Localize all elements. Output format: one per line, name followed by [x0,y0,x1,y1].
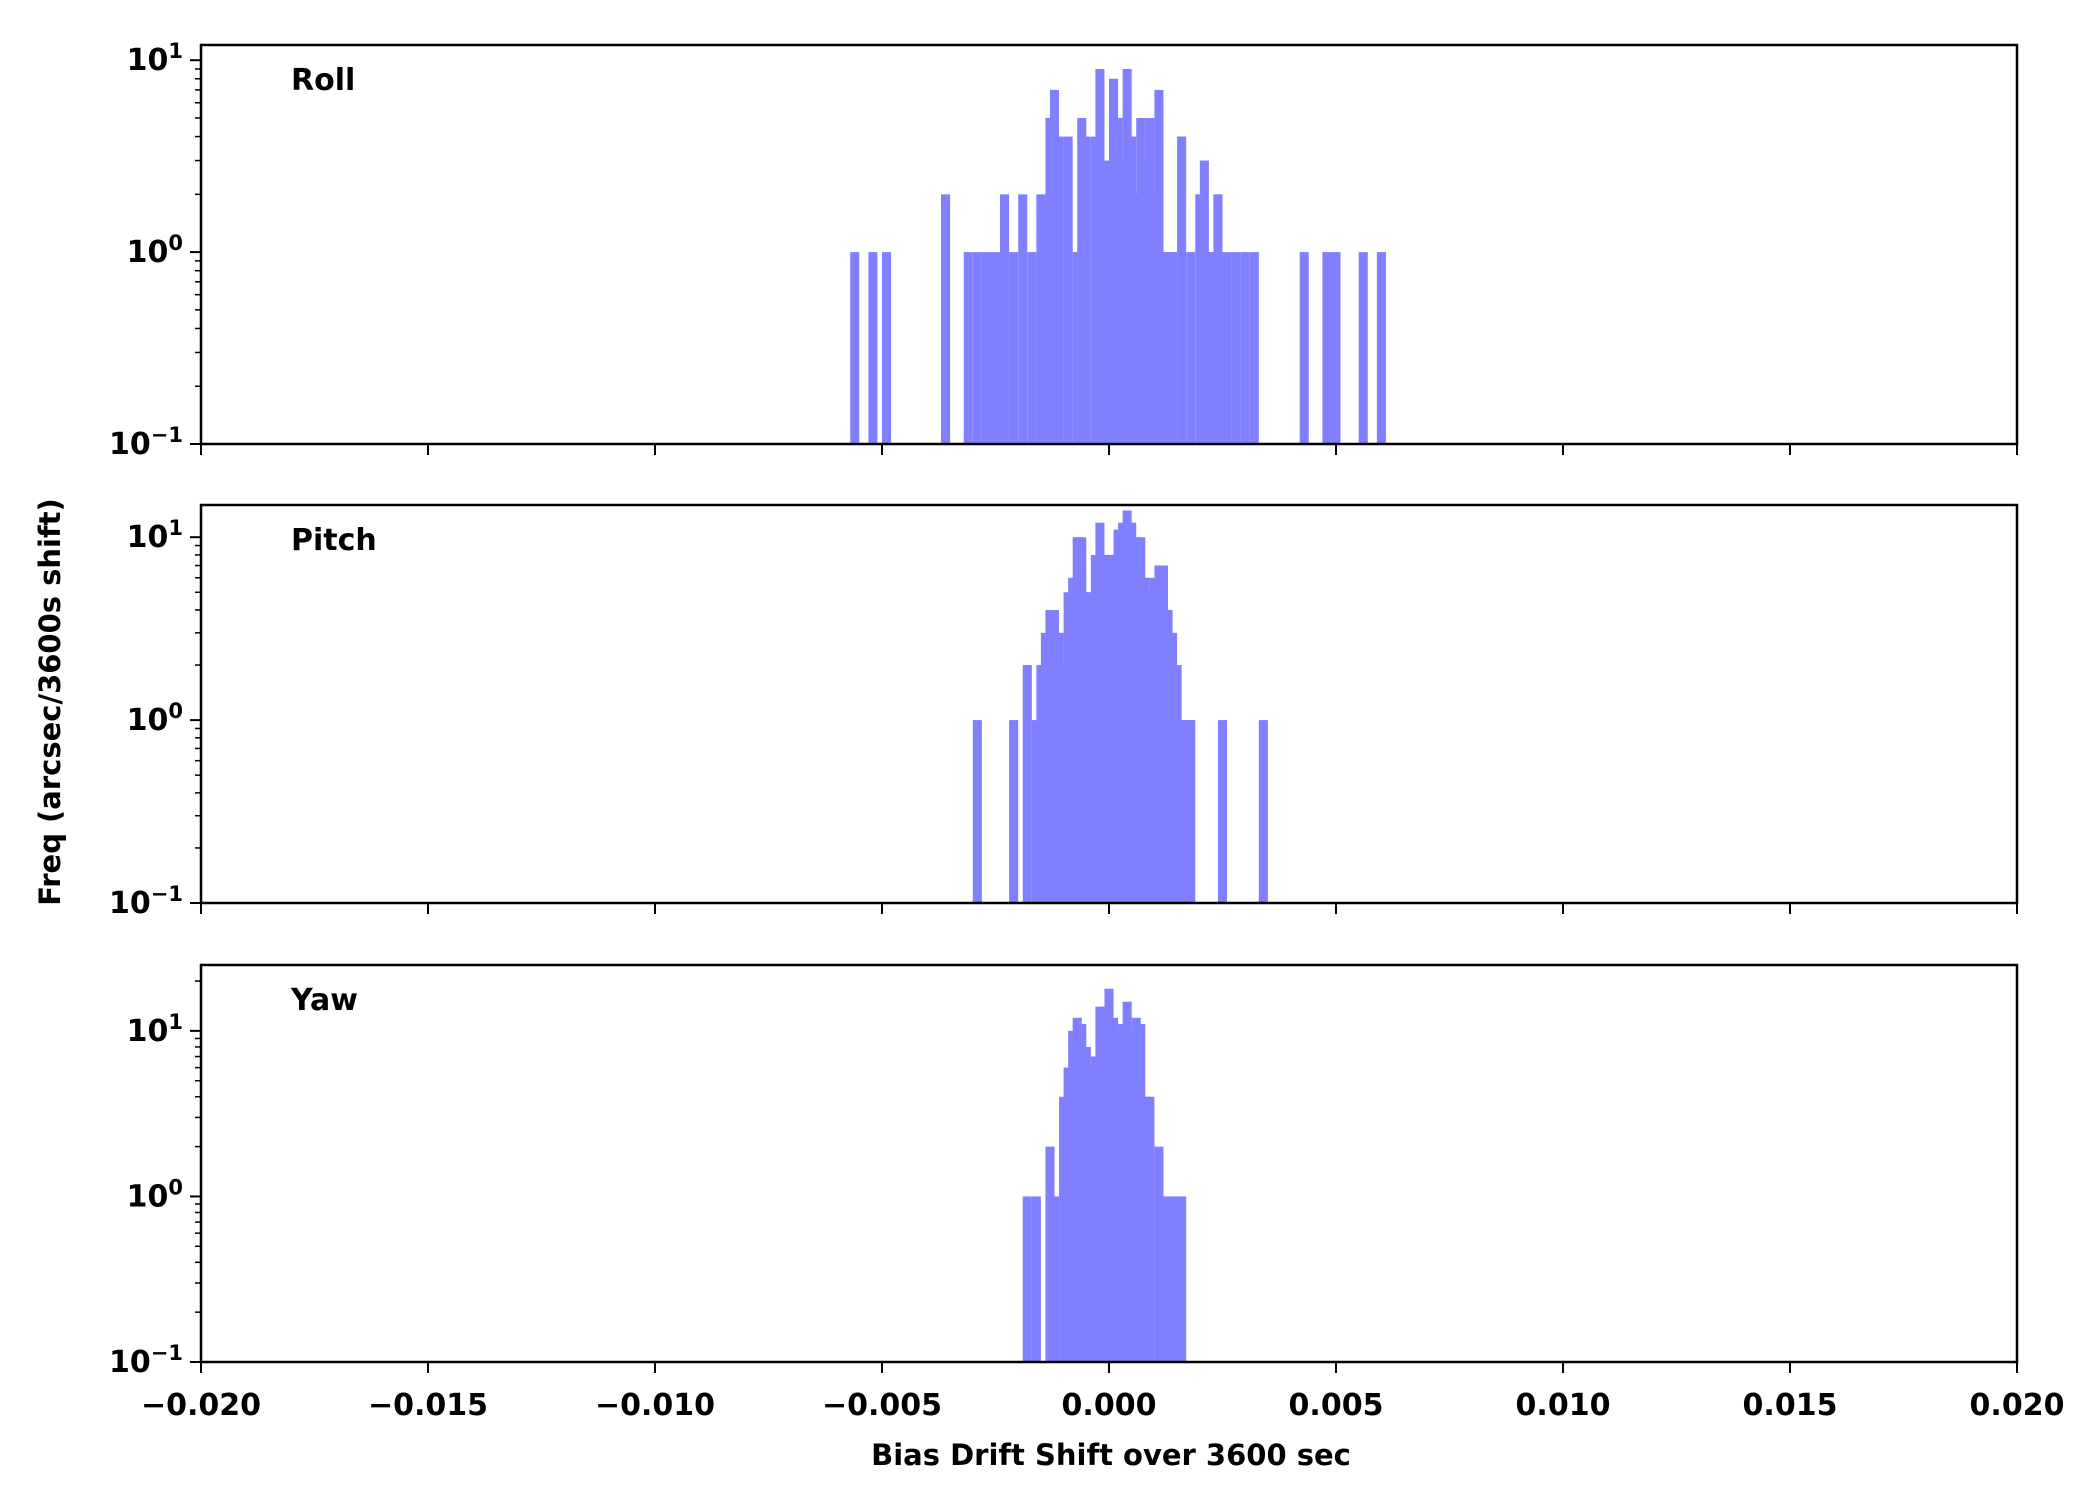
histogram-bar [1081,136,1091,444]
histogram-bar [1009,252,1019,444]
y-tick-label: 100 [127,699,183,738]
histogram-bar [1322,252,1332,444]
histogram-bar [1031,720,1041,903]
histogram-bar [1095,1006,1105,1362]
x-tick-label: 0.000 [1062,1388,1157,1423]
histogram-bar [1177,136,1187,444]
histogram-bar [1000,194,1010,444]
histogram-bar [1099,160,1109,445]
y-axis-label: Freq (arcsec/3600s shift) [33,498,67,905]
histogram-bar [1095,68,1105,444]
x-axis-ticks: −0.020 −0.015 −0.010 −0.005 0.000 0.005 0.010 0… [141,1388,2064,1423]
y-tick-label: 10−1 [109,423,183,462]
histogram-bar [1009,720,1019,903]
panel-roll: 10−1 100 101 Roll [109,39,2019,462]
histogram-bar [1149,577,1159,903]
histogram-bar [1145,592,1155,903]
histogram-bar [1358,252,1368,444]
x-tick-label: −0.020 [141,1388,261,1423]
x-tick-label: −0.010 [595,1388,715,1423]
histogram-bar [1063,136,1073,444]
y-tick-label: 101 [127,1010,183,1049]
histogram-bar [882,252,892,444]
panel-label: Roll [291,63,355,98]
histogram-bar [1208,252,1218,444]
histogram-bar [1186,252,1196,444]
panel-yaw: 10−1 100 101 Yaw [109,963,2019,1380]
histogram-bar [1118,522,1128,903]
panels-group: 10−1 100 101 Roll 10−1 100 101 Pitch 10−1 100 101 Y… [109,39,2019,1380]
histogram-bar [1036,665,1046,903]
histogram-bar [1118,160,1128,445]
histogram-bar [1036,194,1046,444]
x-tick-label: 0.015 [1743,1388,1838,1423]
y-tick-label: 100 [127,231,183,270]
histogram-bar [1090,1056,1100,1362]
histogram-bar [1118,1024,1128,1362]
histogram-bar [1149,194,1159,444]
histogram-bar [1018,194,1028,444]
histogram-bar [972,720,982,903]
x-tick-label: −0.015 [368,1388,488,1423]
y-tick-label: 100 [127,1175,183,1214]
y-tick-label: 101 [127,516,183,555]
histogram-bar [1068,577,1078,903]
histogram-bar [1122,68,1132,444]
histogram-bar [868,252,878,444]
x-axis-label: Bias Drift Shift over 3600 sec [871,1438,1351,1472]
histogram-bar [1022,1196,1032,1362]
histogram-bar [1186,720,1196,903]
histogram-bar [963,252,973,444]
histogram-bar [1122,1001,1132,1362]
histogram-bar [1240,252,1250,444]
histogram-bar [1145,1096,1155,1362]
histogram-bar [1063,592,1073,903]
histogram-bar [1090,554,1100,903]
histogram-bar [981,252,991,444]
histogram-bar [990,252,1001,444]
histogram-bar [850,252,860,444]
histogram-bar [1217,720,1228,903]
histogram-bar [1031,1196,1041,1362]
histogram-bar [941,194,951,444]
histogram-bar [1376,252,1386,444]
y-tick-label: 101 [127,39,183,78]
histogram-bar [1213,194,1223,444]
histogram-bar [1177,720,1187,903]
panel-label: Yaw [290,983,358,1018]
histogram-bar [1231,252,1241,444]
histogram-bar [1331,252,1341,444]
histogram-bar [1181,720,1191,903]
x-tick-label: 0.020 [1970,1388,2065,1423]
histogram-bar [1299,252,1309,444]
histogram-bar [1063,1067,1073,1362]
histogram-bar [1258,720,1268,903]
histogram-bar [1090,136,1100,444]
histogram-bar [1222,252,1232,444]
histogram-bar [1049,1196,1060,1362]
panel-pitch: 10−1 100 101 Pitch [109,503,2019,921]
histogram-bar [1168,252,1178,444]
histogram-bar [1249,252,1259,444]
histogram-bar [1095,522,1105,903]
histogram-bar [1027,252,1037,444]
x-tick-label: −0.005 [822,1388,942,1423]
histogram-bar [1122,510,1132,903]
histogram-bar [1145,117,1155,445]
histogram-bar [1068,1030,1078,1362]
histogram-bar [972,252,982,444]
y-tick-label: 10−1 [109,882,183,921]
histogram-bar [1022,665,1032,903]
x-tick-label: 0.010 [1516,1388,1611,1423]
histogram-bar [1054,136,1064,444]
histogram-bar [1177,1196,1187,1362]
x-tick-label: 0.005 [1289,1388,1384,1423]
histogram-bar [1204,252,1214,444]
panel-label: Pitch [291,523,377,558]
y-tick-label: 10−1 [109,1341,183,1380]
